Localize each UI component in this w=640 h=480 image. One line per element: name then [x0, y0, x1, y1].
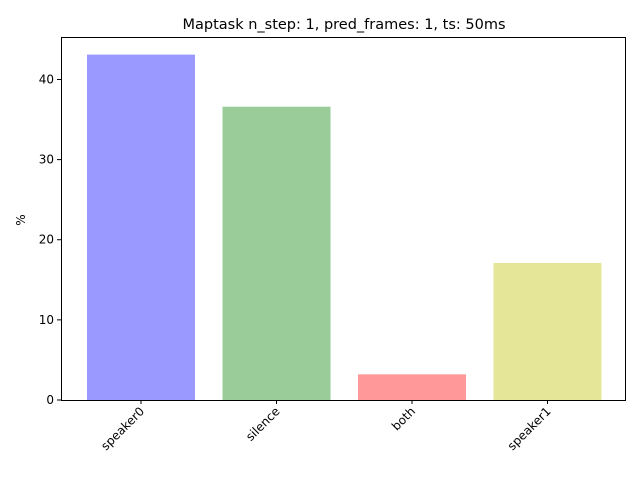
y-tick-label: 20	[39, 233, 54, 247]
x-tick-label: speaker1	[505, 404, 554, 453]
y-tick-label: 40	[39, 72, 54, 86]
y-tick-label: 10	[39, 313, 54, 327]
chart-title: Maptask n_step: 1, pred_frames: 1, ts: 5…	[182, 17, 505, 33]
x-tick-label: speaker0	[98, 404, 147, 453]
y-axis-label: %	[14, 214, 28, 225]
x-axis-ticks: speaker0 silence both speaker1	[98, 400, 554, 453]
x-tick-label: silence	[243, 404, 283, 444]
plot-frame	[61, 37, 626, 401]
y-tick-label: 30	[39, 153, 54, 167]
y-axis-ticks: 0 10 20 30 40	[39, 72, 61, 407]
bar-speaker0	[87, 54, 195, 400]
bars-group	[87, 54, 602, 400]
bar-both	[358, 374, 466, 400]
bar-speaker1	[493, 262, 602, 400]
bar-silence	[222, 106, 331, 400]
y-tick-label: 0	[46, 393, 54, 407]
x-tick-label: both	[389, 404, 418, 433]
